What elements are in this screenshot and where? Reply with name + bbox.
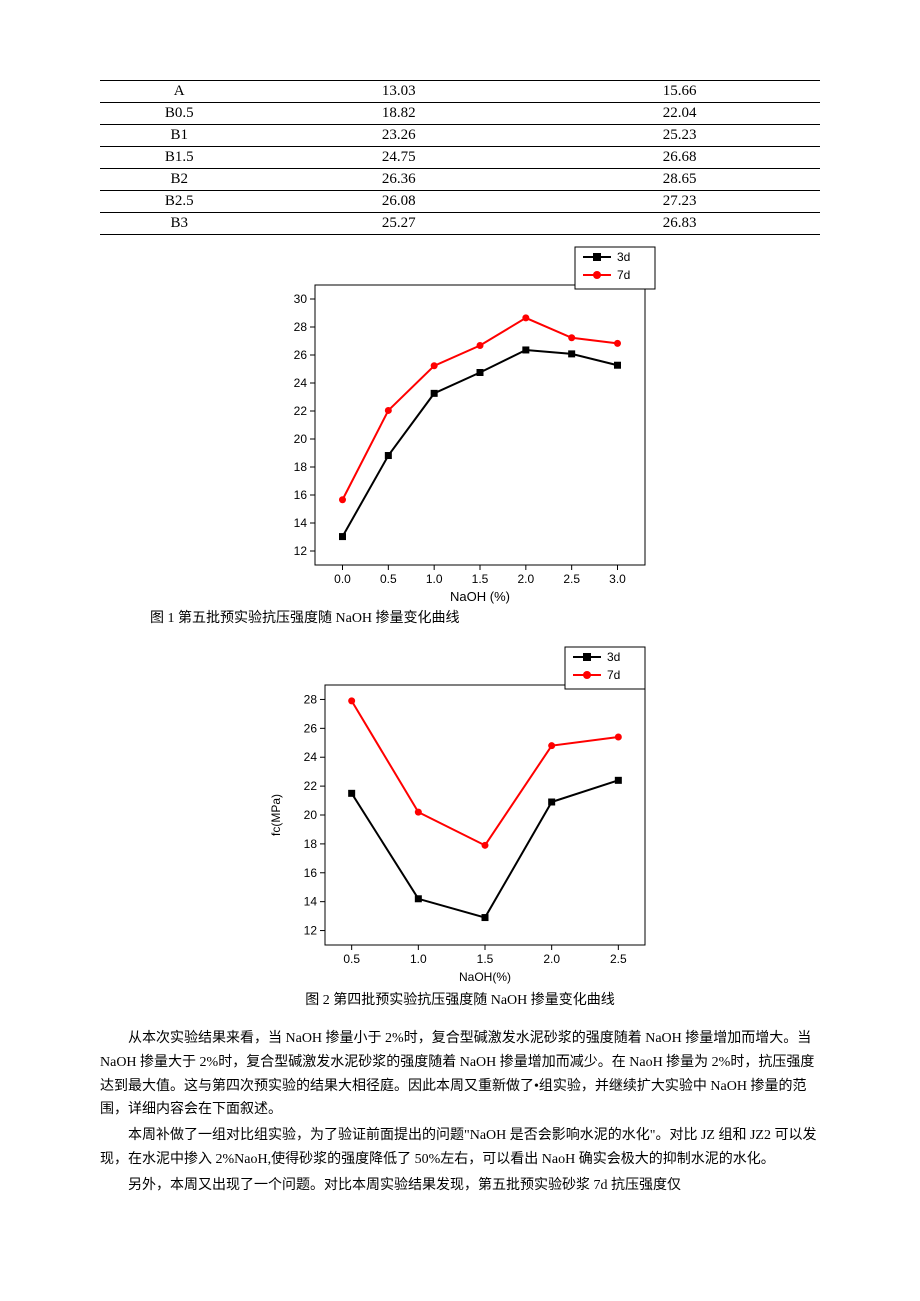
svg-text:2.0: 2.0 xyxy=(543,952,560,966)
table-cell: B0.5 xyxy=(100,103,258,125)
svg-text:28: 28 xyxy=(294,320,308,334)
table-cell: 18.82 xyxy=(258,103,539,125)
svg-text:3d: 3d xyxy=(607,650,620,664)
svg-text:2.5: 2.5 xyxy=(563,572,580,586)
paragraph-1: 从本次实验结果来看，当 NaOH 掺量小于 2%时，复合型碱激发水泥砂浆的强度随… xyxy=(100,1027,820,1122)
paragraph-2: 本周补做了一组对比组实验，为了验证前面提出的问题"NaOH 是否会影响水泥的水化… xyxy=(100,1124,820,1172)
svg-text:NaOH(%): NaOH(%) xyxy=(459,970,511,984)
svg-text:30: 30 xyxy=(294,292,308,306)
svg-text:16: 16 xyxy=(294,488,308,502)
svg-text:18: 18 xyxy=(304,837,318,851)
table-cell: 26.08 xyxy=(258,191,539,213)
table-cell: 26.36 xyxy=(258,169,539,191)
svg-text:26: 26 xyxy=(304,721,318,735)
table-cell: 26.83 xyxy=(539,213,820,235)
table-cell: A xyxy=(100,81,258,103)
data-table: A13.0315.66 B0.518.8222.04 B123.2625.23 B1.… xyxy=(100,80,820,235)
svg-text:22: 22 xyxy=(294,404,308,418)
svg-text:0.5: 0.5 xyxy=(380,572,397,586)
svg-text:28: 28 xyxy=(304,692,318,706)
chart2: 12 14 16 18 20 22 24 26 28 0.5 1.0 1.5 2.0 2.5 NaOH(%)… xyxy=(245,645,675,985)
table-cell: 13.03 xyxy=(258,81,539,103)
table-cell: 23.26 xyxy=(258,125,539,147)
svg-text:20: 20 xyxy=(304,808,318,822)
svg-text:24: 24 xyxy=(294,376,308,390)
svg-text:3.0: 3.0 xyxy=(609,572,626,586)
table-cell: 24.75 xyxy=(258,147,539,169)
svg-text:12: 12 xyxy=(304,924,318,938)
svg-text:2.0: 2.0 xyxy=(517,572,534,586)
svg-text:26: 26 xyxy=(294,348,308,362)
svg-text:24: 24 xyxy=(304,750,318,764)
svg-text:14: 14 xyxy=(304,895,318,909)
table-cell: 25.23 xyxy=(539,125,820,147)
svg-text:14: 14 xyxy=(294,516,308,530)
svg-text:NaOH (%): NaOH (%) xyxy=(450,589,510,604)
chart2-caption: 图 2 第四批预实验抗压强度随 NaOH 掺量变化曲线 xyxy=(100,989,820,1009)
paragraph-3: 另外，本周又出现了一个问题。对比本周实验结果发现，第五批预实验砂浆 7d 抗压强… xyxy=(100,1174,820,1198)
chart1: 12 14 16 18 20 22 24 26 28 30 0.0 0.5 1.0 1.5 2.0 2.5 3.… xyxy=(245,245,675,605)
svg-text:20: 20 xyxy=(294,432,308,446)
table-cell: B1.5 xyxy=(100,147,258,169)
table-cell: 28.65 xyxy=(539,169,820,191)
chart1-caption: 图 1 第五批预实验抗压强度随 NaOH 掺量变化曲线 xyxy=(100,607,820,627)
table-cell: 15.66 xyxy=(539,81,820,103)
svg-text:3d: 3d xyxy=(617,250,630,264)
svg-text:16: 16 xyxy=(304,866,318,880)
table-cell: B3 xyxy=(100,213,258,235)
svg-text:2.5: 2.5 xyxy=(610,952,627,966)
svg-text:1.0: 1.0 xyxy=(410,952,427,966)
table-cell: 22.04 xyxy=(539,103,820,125)
svg-text:fc(MPa): fc(MPa) xyxy=(269,794,283,836)
svg-text:7d: 7d xyxy=(617,268,630,282)
table-cell: 25.27 xyxy=(258,213,539,235)
svg-text:18: 18 xyxy=(294,460,308,474)
table-cell: B2 xyxy=(100,169,258,191)
table-cell: B1 xyxy=(100,125,258,147)
svg-text:0.5: 0.5 xyxy=(343,952,360,966)
svg-text:0.0: 0.0 xyxy=(334,572,351,586)
svg-text:7d: 7d xyxy=(607,668,620,682)
svg-text:22: 22 xyxy=(304,779,318,793)
table-cell: 26.68 xyxy=(539,147,820,169)
svg-text:1.5: 1.5 xyxy=(472,572,489,586)
table-cell: 27.23 xyxy=(539,191,820,213)
table-cell: B2.5 xyxy=(100,191,258,213)
svg-text:12: 12 xyxy=(294,544,308,558)
svg-text:1.0: 1.0 xyxy=(426,572,443,586)
svg-text:1.5: 1.5 xyxy=(477,952,494,966)
